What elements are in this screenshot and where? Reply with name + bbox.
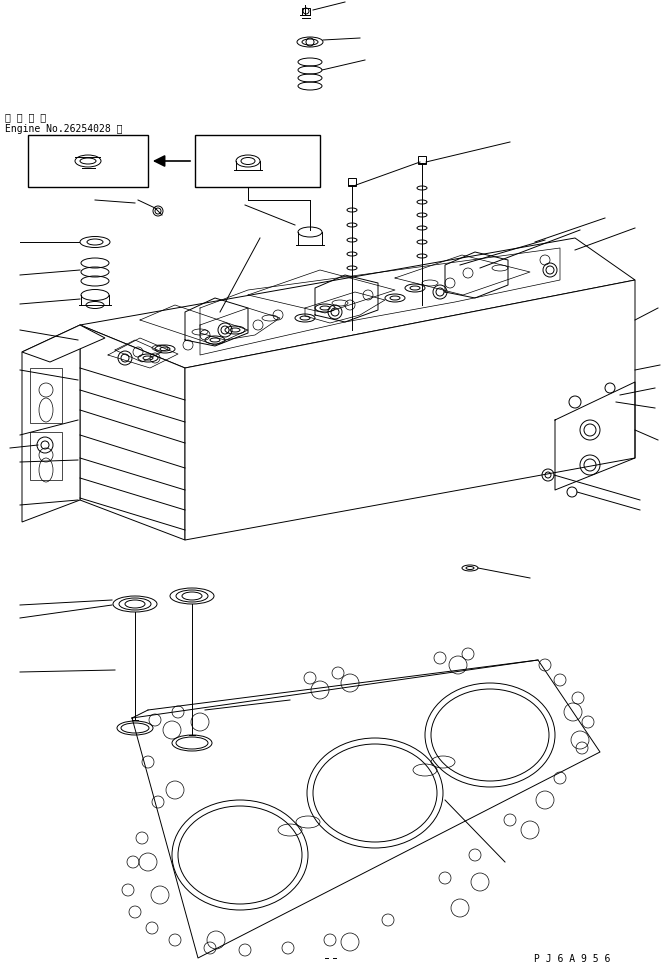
Bar bbox=[348, 178, 356, 186]
Bar bbox=[418, 156, 426, 164]
Polygon shape bbox=[185, 280, 635, 540]
Polygon shape bbox=[22, 325, 105, 362]
Polygon shape bbox=[80, 325, 185, 540]
Polygon shape bbox=[80, 238, 635, 368]
Bar bbox=[30, 368, 62, 423]
Text: 適 用 号 機: 適 用 号 機 bbox=[5, 112, 46, 122]
Polygon shape bbox=[22, 325, 80, 522]
Text: P J 6 A 9 5 6: P J 6 A 9 5 6 bbox=[534, 954, 610, 964]
Bar bbox=[30, 432, 62, 480]
Bar bbox=[28, 135, 148, 187]
Bar bbox=[302, 8, 310, 15]
Text: Engine No.26254028 ～: Engine No.26254028 ～ bbox=[5, 124, 122, 134]
Bar bbox=[195, 135, 320, 187]
